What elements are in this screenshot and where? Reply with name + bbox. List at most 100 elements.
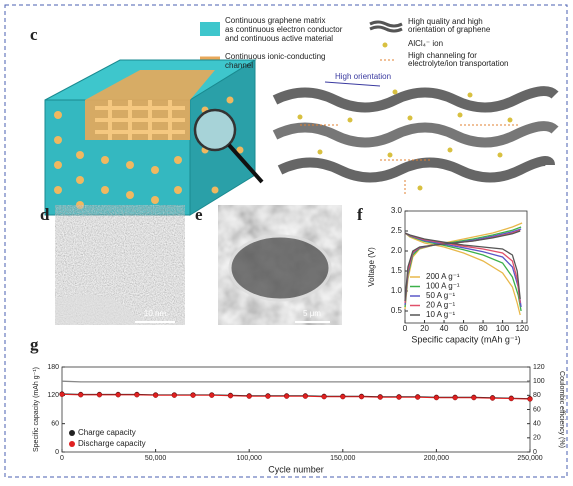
x-tick-label: 150,000 [330, 455, 355, 462]
x-axis-label: Cycle number [268, 464, 324, 474]
y2-tick-label: 80 [533, 392, 541, 399]
data-point [284, 393, 290, 399]
tem-edge [55, 294, 185, 325]
legend-label: Discharge capacity [78, 439, 146, 448]
x-tick-label: 0 [403, 324, 408, 333]
legend-text: and continuous active material [225, 34, 333, 43]
y-tick-label: 0 [55, 449, 59, 456]
data-line [404, 230, 521, 302]
legend-text: orientation of graphene [408, 25, 491, 34]
cube-illustration [44, 59, 264, 216]
legend-text: High quality and high [408, 17, 483, 26]
sem-cavity [228, 234, 332, 302]
x-tick-label: 120 [515, 324, 529, 333]
data-point [153, 392, 159, 398]
y-tick-label: 2.0 [391, 246, 403, 255]
legend-label: 50 A g⁻¹ [426, 291, 455, 300]
panel-label: f [357, 205, 363, 224]
y2-axis-label: Coulombic efficiency (%) [558, 371, 565, 448]
legend-text: High channeling for [408, 51, 477, 60]
x-axis-label: Specific capacity (mAh g⁻¹) [411, 334, 520, 344]
data-point [227, 393, 234, 399]
y-tick-label: 0.5 [391, 306, 403, 315]
x-tick-label: 60 [459, 324, 468, 333]
y2-tick-label: 120 [533, 364, 545, 371]
y-tick-label: 120 [47, 392, 59, 399]
data-point [490, 395, 496, 401]
y-tick-label: 60 [51, 421, 59, 428]
data-point [358, 394, 365, 400]
data-point [433, 395, 439, 401]
data-line [61, 380, 530, 383]
data-point [471, 395, 477, 401]
legend-text: electrolyte/ion transportation [408, 59, 509, 68]
data-line [61, 393, 531, 400]
data-point [246, 393, 252, 399]
legend-label: 20 A g⁻¹ [426, 301, 455, 310]
x-tick-label: 100,000 [237, 455, 262, 462]
border [4, 4, 568, 478]
data-point [377, 394, 383, 400]
y-tick-label: 1.0 [391, 286, 403, 295]
legend-text: channel [225, 61, 253, 70]
data-point [190, 392, 196, 398]
data-point [508, 396, 514, 402]
data-point [209, 392, 215, 398]
data-point [171, 392, 177, 398]
y-axis-label: Specific capacity (mAh g⁻¹) [33, 367, 40, 452]
data-line [404, 222, 523, 316]
legend-text: Continuous graphene matrix [225, 16, 326, 25]
plot-frame [404, 210, 528, 324]
legend-label: Charge capacity [78, 428, 136, 437]
y-tick-label: 3.0 [391, 206, 403, 215]
legend-icons [200, 20, 403, 61]
y2-tick-label: 20 [533, 435, 541, 442]
legend-label: 100 A g⁻¹ [426, 282, 460, 291]
legend-text: as continuous electron conductor [225, 25, 343, 34]
y-tick-label: 1.5 [391, 266, 403, 275]
y2-tick-label: 40 [533, 421, 541, 428]
data-point [302, 393, 308, 399]
data-point [265, 393, 271, 399]
data-point [115, 392, 121, 398]
data-point [78, 392, 84, 398]
x-tick-label: 200,000 [424, 455, 449, 462]
data-point [96, 392, 102, 398]
y2-tick-label: 0 [533, 449, 537, 456]
scale-bar-label: 10 nm [144, 309, 167, 318]
panel-label: e [195, 205, 203, 224]
data-point [396, 394, 402, 400]
annotation: High orientation [335, 72, 391, 81]
panel-label: c [30, 25, 38, 44]
legend-text: Continuous ionic-conducting [225, 52, 326, 61]
data-point [340, 394, 346, 400]
y-tick-label: 180 [47, 364, 59, 371]
legend-text: AlCl₄⁻ ion [408, 39, 443, 48]
data-point [134, 392, 140, 398]
legend-marker [69, 430, 75, 436]
y2-tick-label: 60 [533, 406, 541, 413]
panel-label: d [40, 205, 50, 224]
x-tick-label: 80 [479, 324, 488, 333]
legend-label: 200 A g⁻¹ [426, 272, 460, 281]
y-axis-label: Voltage (V) [367, 247, 376, 287]
scale-bar-label: 5 μm [303, 309, 321, 318]
y2-tick-label: 100 [533, 378, 545, 385]
x-tick-label: 100 [496, 324, 510, 333]
legend-marker [69, 441, 75, 447]
x-tick-label: 0 [60, 455, 64, 462]
x-tick-label: 40 [440, 324, 449, 333]
y-tick-label: 2.5 [391, 226, 403, 235]
x-tick-label: 20 [420, 324, 429, 333]
data-point [321, 394, 327, 400]
graphene-sheets [272, 81, 559, 195]
legend-label: 10 A g⁻¹ [426, 310, 455, 319]
x-tick-label: 250,000 [517, 455, 542, 462]
data-point [452, 395, 458, 401]
panel-label: g [30, 335, 39, 354]
data-point [415, 394, 421, 400]
data-point [59, 391, 65, 397]
data-point [527, 396, 533, 402]
x-tick-label: 50,000 [145, 455, 167, 462]
